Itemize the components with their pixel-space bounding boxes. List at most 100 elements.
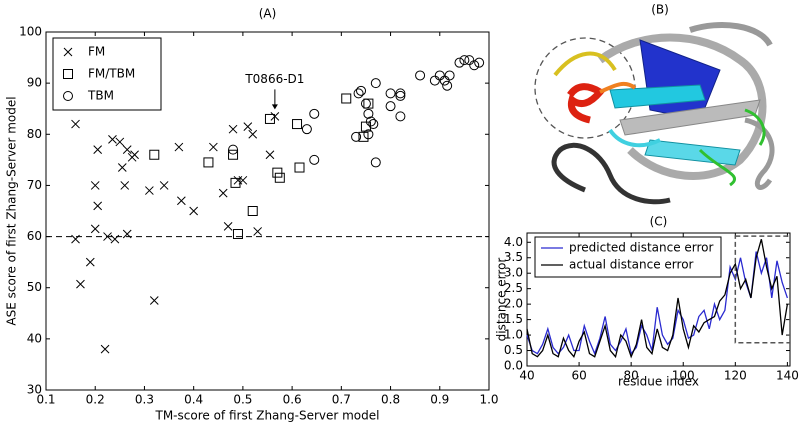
x-tick-label: 80: [624, 369, 639, 383]
marker: [454, 57, 465, 68]
marker: [363, 98, 374, 109]
y-tick-label: 2.5: [504, 281, 523, 295]
marker: [365, 116, 376, 127]
marker: [110, 234, 120, 244]
marker: [469, 60, 480, 71]
marker: [360, 98, 371, 109]
marker: [442, 80, 453, 91]
marker: [90, 181, 100, 190]
legend-label: FM: [88, 45, 105, 59]
marker: [385, 101, 396, 112]
plot-frame: [45, 31, 490, 391]
x-tick-label: 0.5: [233, 393, 252, 407]
marker: [93, 145, 103, 154]
y-tick-label: 4.0: [504, 235, 523, 249]
marker: [363, 129, 374, 140]
marker: [474, 57, 485, 68]
marker: [85, 257, 95, 267]
marker: [174, 142, 184, 152]
marker: [370, 157, 381, 168]
marker: [309, 108, 320, 119]
marker: [189, 206, 199, 216]
x-tick-label: 0.3: [135, 393, 154, 407]
marker: [439, 75, 450, 86]
y-tick-label: 3.5: [504, 250, 523, 264]
data-line: [526, 251, 789, 356]
chart-title: (C): [650, 215, 668, 229]
x-tick-label: 0.6: [283, 393, 302, 407]
marker: [130, 150, 139, 160]
marker: [351, 131, 362, 142]
x-tick-label: 1.0: [479, 393, 498, 407]
marker: [264, 113, 275, 124]
y-tick-label: 60: [27, 229, 42, 243]
marker: [71, 234, 80, 244]
y-tick-label: 3.0: [504, 266, 523, 280]
marker: [301, 124, 312, 135]
data-line: [526, 239, 789, 359]
y-tick-label: 0.5: [504, 343, 523, 357]
x-tick-label: 0.8: [381, 393, 400, 407]
marker: [370, 78, 381, 89]
y-tick-label: 0.0: [504, 359, 523, 373]
annotation: T0866-D1: [244, 72, 304, 86]
marker: [363, 108, 374, 119]
x-tick-label: 120: [724, 369, 747, 383]
marker: [122, 145, 132, 154]
marker: [444, 70, 455, 81]
marker: [90, 224, 100, 234]
legend-label: actual distance error: [569, 258, 694, 272]
y-tick-label: 2.0: [504, 297, 523, 311]
marker: [272, 167, 283, 178]
x-axis-label: residue index: [618, 375, 699, 389]
x-tick-label: 0.1: [36, 393, 55, 407]
marker: [76, 279, 85, 289]
legend-label: FM/TBM: [88, 67, 135, 81]
marker: [358, 131, 369, 142]
x-tick-label: 60: [571, 369, 586, 383]
x-tick-label: 40: [519, 369, 534, 383]
y-axis-label: distance error: [495, 258, 509, 342]
marker: [209, 142, 218, 152]
marker: [434, 70, 445, 81]
marker: [228, 149, 239, 160]
y-tick-label: 1.0: [504, 328, 523, 342]
marker: [459, 55, 470, 66]
legend: [534, 236, 722, 278]
marker: [341, 93, 352, 104]
marker: [122, 229, 132, 239]
marker: [145, 186, 154, 195]
y-tick-label: 50: [27, 280, 42, 294]
marker: [294, 162, 305, 173]
marker: [243, 122, 253, 131]
marker: [103, 232, 112, 241]
marker: [108, 135, 117, 144]
marker: [63, 47, 73, 57]
y-tick-label: 30: [27, 383, 42, 397]
marker: [63, 69, 73, 79]
protein-structure: [534, 22, 775, 205]
x-tick-label: 0.9: [430, 393, 449, 407]
marker: [149, 296, 159, 305]
plot-frame: [526, 232, 791, 367]
annotation-arrowhead: [271, 104, 278, 110]
marker: [232, 229, 243, 240]
marker: [120, 181, 130, 190]
x-tick-label: 0.4: [184, 393, 203, 407]
marker: [93, 201, 103, 211]
marker: [149, 149, 160, 160]
chart-title: (A): [259, 7, 277, 21]
marker: [395, 88, 406, 99]
panel-label: (B): [651, 3, 669, 17]
x-tick-label: 0.2: [86, 393, 105, 407]
y-tick-label: 70: [27, 178, 42, 192]
marker: [353, 88, 364, 99]
marker: [292, 119, 303, 130]
marker: [203, 157, 214, 168]
x-tick-label: 100: [672, 369, 695, 383]
marker: [309, 154, 320, 165]
marker: [228, 144, 239, 155]
y-tick-label: 1.5: [504, 312, 523, 326]
legend-label: TBM: [87, 89, 114, 103]
